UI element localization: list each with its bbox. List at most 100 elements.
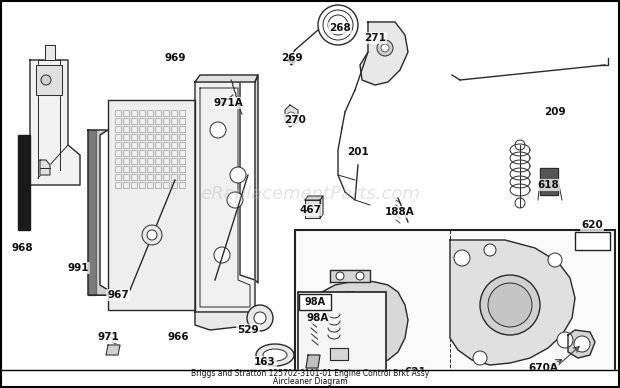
Bar [171, 110, 177, 116]
Bar [139, 126, 145, 132]
Bar [179, 166, 185, 172]
Circle shape [381, 44, 389, 52]
Text: 268: 268 [329, 23, 351, 33]
Bar [131, 110, 137, 116]
Bar [147, 174, 153, 180]
Bar [131, 166, 137, 172]
Polygon shape [255, 75, 258, 283]
Bar [139, 142, 145, 148]
Text: 620: 620 [581, 220, 603, 230]
Text: 968: 968 [11, 243, 33, 253]
Bar [171, 174, 177, 180]
Polygon shape [568, 330, 595, 358]
Text: 163: 163 [254, 357, 276, 367]
Polygon shape [88, 130, 108, 295]
Text: Aircleaner Diagram: Aircleaner Diagram [273, 378, 347, 386]
Polygon shape [40, 160, 50, 175]
Text: 621: 621 [404, 367, 426, 377]
Text: 269: 269 [281, 53, 303, 63]
Circle shape [227, 192, 243, 208]
Bar [147, 118, 153, 124]
Text: 529: 529 [237, 325, 259, 335]
Bar [179, 158, 185, 164]
Text: 618: 618 [537, 180, 559, 190]
Text: 966: 966 [167, 332, 189, 342]
Text: 969: 969 [164, 53, 186, 63]
Bar [115, 166, 121, 172]
Bar [155, 158, 161, 164]
Bar [163, 126, 169, 132]
Bar [123, 182, 129, 188]
Bar [179, 174, 185, 180]
Bar [155, 126, 161, 132]
Polygon shape [450, 240, 575, 365]
Bar [123, 174, 129, 180]
Bar [179, 126, 185, 132]
Bar [123, 158, 129, 164]
FancyBboxPatch shape [299, 294, 331, 310]
Bar [171, 150, 177, 156]
Bar [155, 174, 161, 180]
Bar [155, 142, 161, 148]
Bar [179, 182, 185, 188]
Circle shape [287, 112, 295, 120]
Bar [147, 150, 153, 156]
Bar [131, 182, 137, 188]
Polygon shape [352, 308, 370, 328]
Bar [123, 166, 129, 172]
Polygon shape [300, 280, 408, 368]
Text: 991: 991 [67, 263, 89, 273]
Circle shape [318, 294, 326, 302]
Bar [163, 182, 169, 188]
Bar [575, 232, 610, 250]
Bar [155, 110, 161, 116]
Polygon shape [108, 100, 195, 310]
Circle shape [230, 167, 246, 183]
Circle shape [336, 272, 344, 280]
Circle shape [41, 75, 51, 85]
Bar [155, 166, 161, 172]
Bar [179, 134, 185, 140]
Circle shape [322, 292, 378, 348]
Polygon shape [18, 135, 30, 230]
Polygon shape [88, 130, 96, 295]
Bar [115, 142, 121, 148]
Bar [147, 182, 153, 188]
Bar [139, 158, 145, 164]
Circle shape [210, 122, 226, 138]
Text: 98A: 98A [304, 297, 326, 307]
Polygon shape [30, 60, 80, 185]
Circle shape [548, 253, 562, 267]
Circle shape [247, 305, 273, 331]
Bar [139, 174, 145, 180]
Bar [115, 158, 121, 164]
Bar [147, 166, 153, 172]
Polygon shape [540, 168, 558, 195]
Bar [131, 126, 137, 132]
Bar [155, 150, 161, 156]
Circle shape [356, 272, 364, 280]
Bar [163, 134, 169, 140]
Bar [131, 158, 137, 164]
Circle shape [574, 336, 590, 352]
Circle shape [214, 247, 230, 263]
Bar [108, 100, 195, 310]
Polygon shape [195, 82, 255, 312]
Bar [115, 126, 121, 132]
Bar [139, 134, 145, 140]
Bar [147, 134, 153, 140]
Circle shape [332, 302, 368, 338]
Polygon shape [305, 196, 323, 200]
Bar [123, 110, 129, 116]
Circle shape [142, 225, 162, 245]
Bar [171, 118, 177, 124]
Bar [155, 182, 161, 188]
Bar [171, 158, 177, 164]
Bar [131, 118, 137, 124]
Circle shape [254, 312, 266, 324]
Bar [163, 110, 169, 116]
Ellipse shape [263, 349, 287, 361]
Bar [123, 126, 129, 132]
Text: 188A: 188A [385, 207, 415, 217]
Bar [115, 182, 121, 188]
